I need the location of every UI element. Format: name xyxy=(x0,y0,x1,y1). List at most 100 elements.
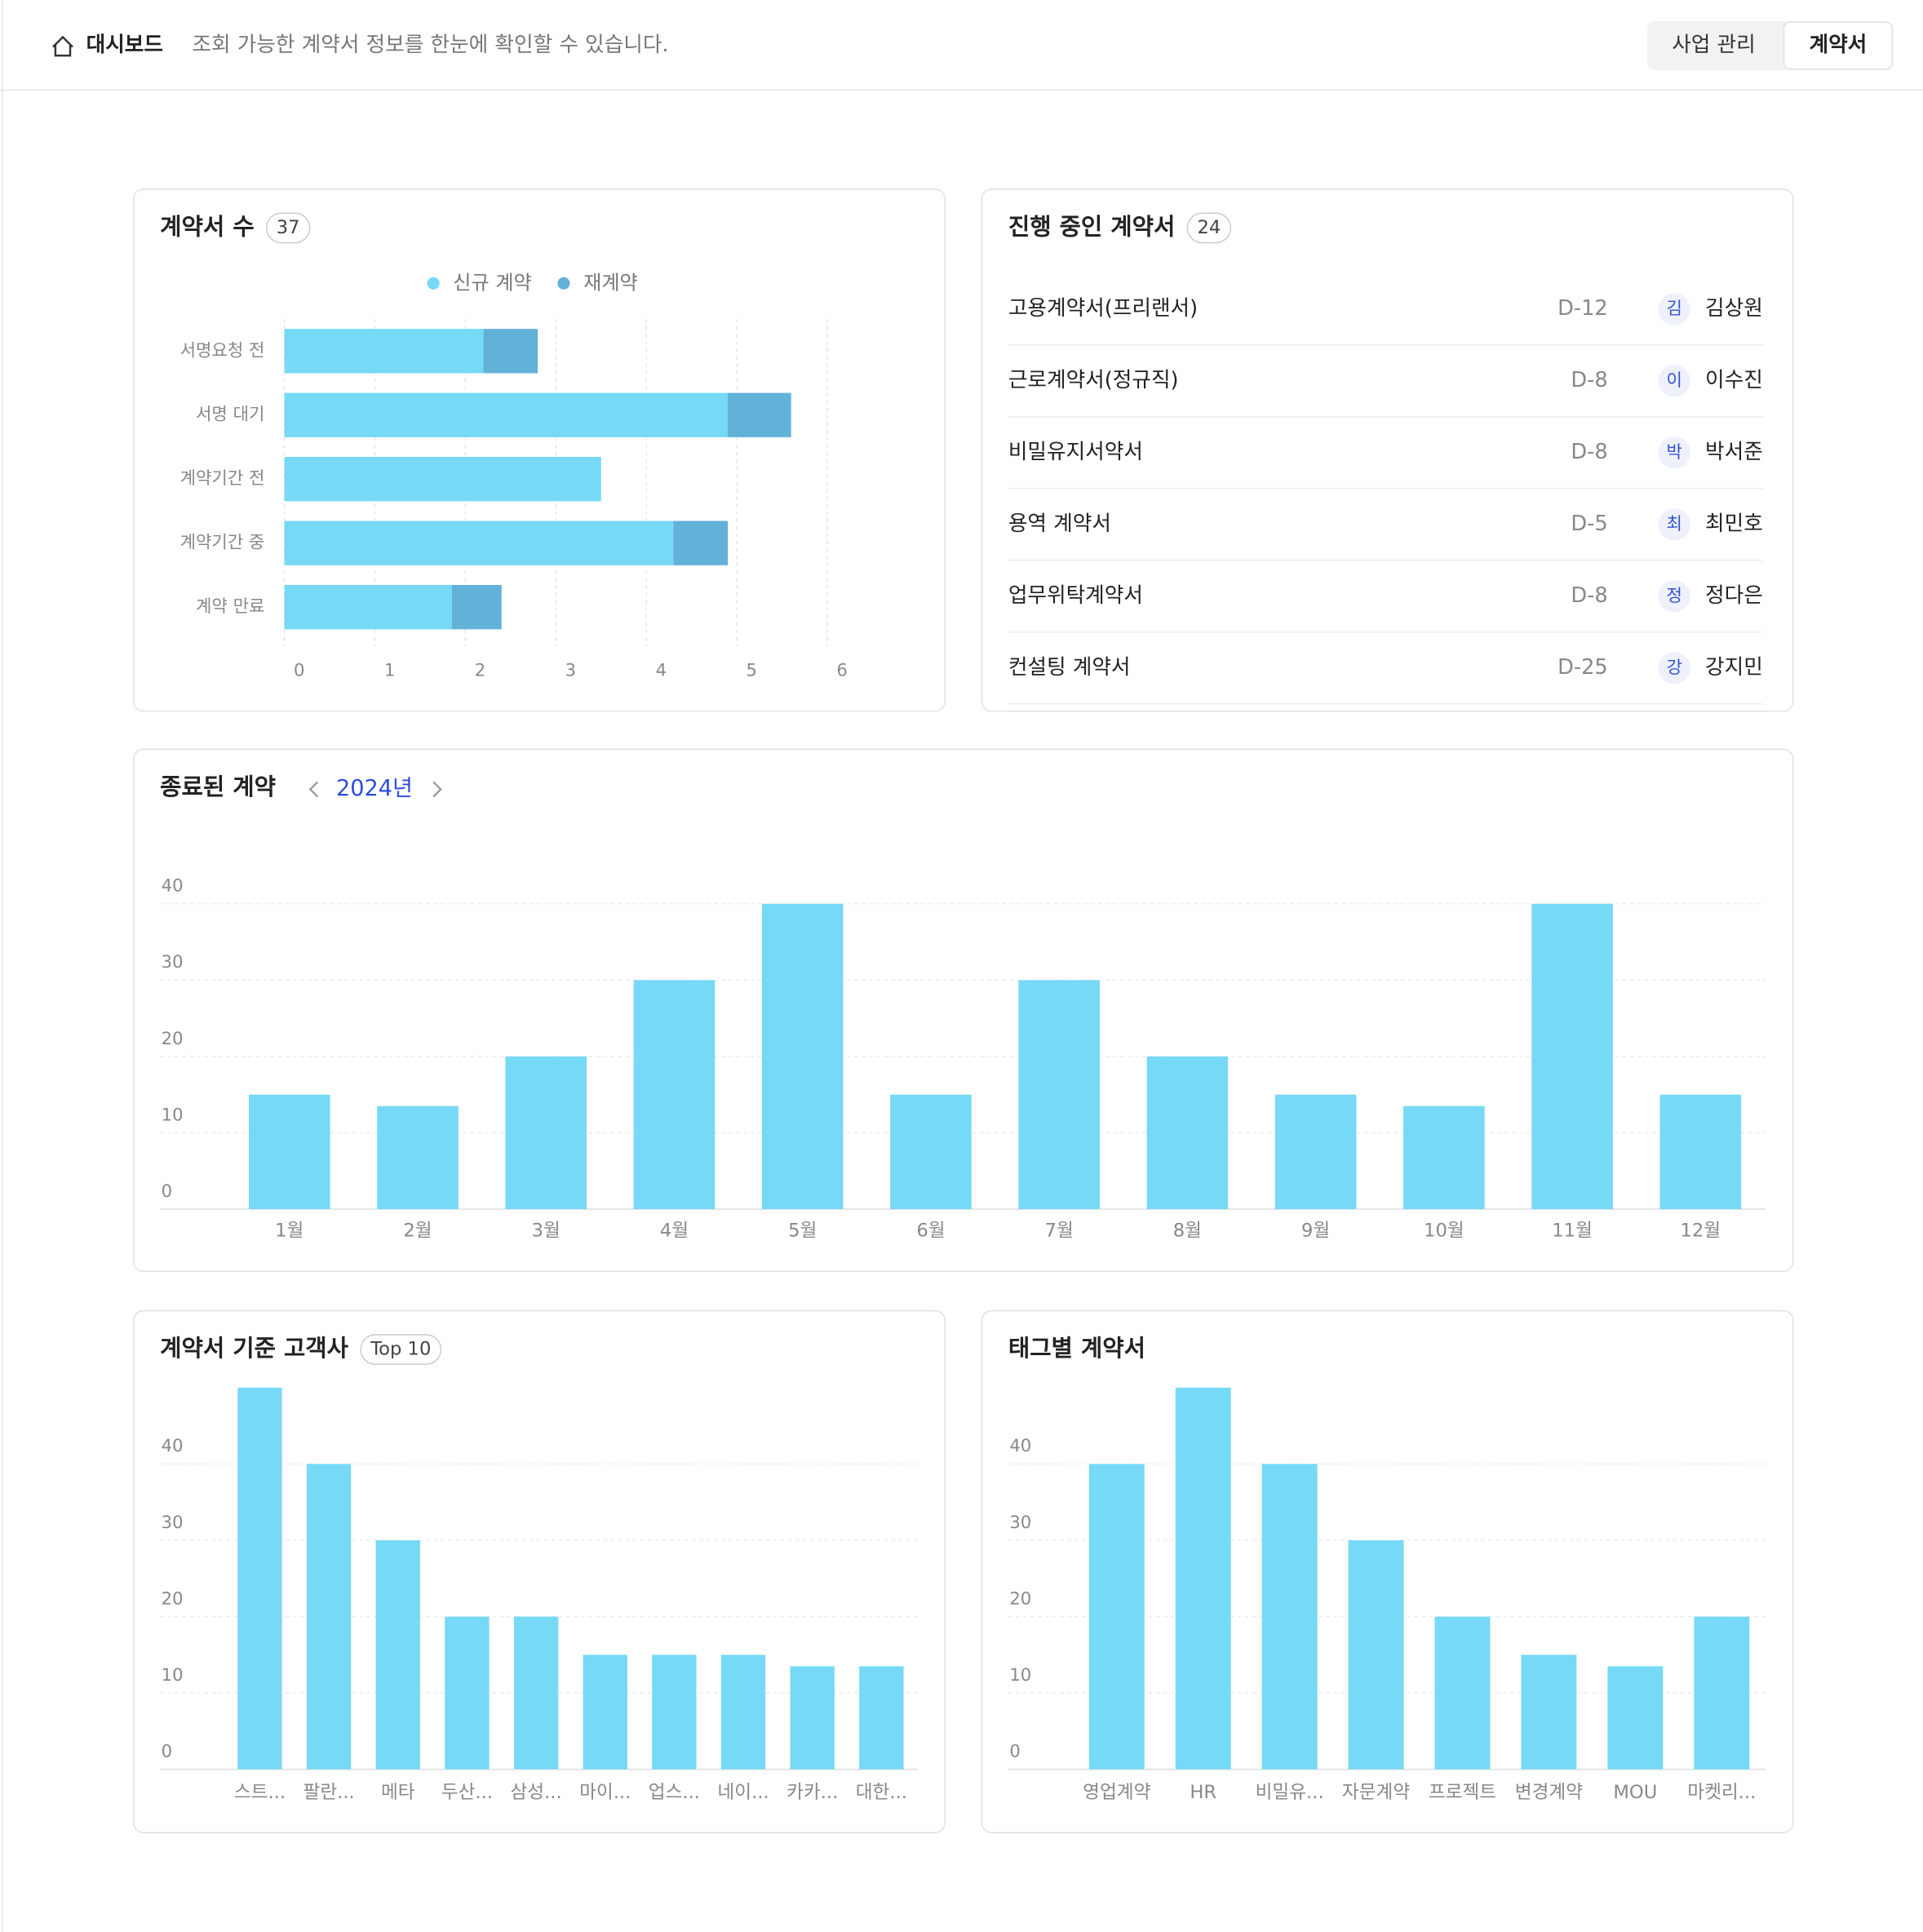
y-tick-label: 0 xyxy=(162,1181,172,1201)
person: 김상원 xyxy=(1705,296,1763,321)
tab[interactable]: 계약서 xyxy=(1809,33,1867,57)
x-tick-label: 카카... xyxy=(786,1782,838,1803)
card xyxy=(132,188,946,712)
contract-name[interactable]: 근로계약서(정규직) xyxy=(1008,368,1179,392)
due-date: D-25 xyxy=(1557,655,1608,680)
card-title: 종료된 계약 xyxy=(160,773,276,800)
legend-label[interactable]: 재계약 xyxy=(583,271,638,294)
contract-name[interactable]: 컨설팅 계약서 xyxy=(1008,655,1131,680)
x-tick-label: 9월 xyxy=(1301,1221,1330,1242)
bar[interactable] xyxy=(445,1616,490,1770)
tab[interactable]: 사업 관리 xyxy=(1672,33,1756,57)
x-tick-label: MOU xyxy=(1613,1782,1657,1803)
header-title[interactable]: 대시보드 xyxy=(86,33,163,57)
bar[interactable] xyxy=(1348,1540,1404,1770)
person: 강지민 xyxy=(1705,655,1763,680)
bar[interactable] xyxy=(790,1666,835,1770)
bar-segment xyxy=(284,329,484,374)
x-tick-label: 11월 xyxy=(1552,1221,1593,1242)
bar[interactable] xyxy=(1261,1464,1318,1770)
bar[interactable] xyxy=(513,1616,559,1770)
x-tick-label: 네이... xyxy=(717,1782,769,1803)
legend-label[interactable]: 신규 계약 xyxy=(453,271,531,294)
bar[interactable] xyxy=(237,1387,282,1770)
x-tick-label: 자문계약 xyxy=(1342,1782,1410,1803)
y-tick-label: 계약 만료 xyxy=(196,596,264,616)
bar[interactable] xyxy=(505,1056,587,1210)
bar[interactable] xyxy=(1434,1616,1491,1770)
x-tick-label: 메타 xyxy=(381,1782,415,1803)
card xyxy=(981,188,1794,712)
bar[interactable] xyxy=(1659,1094,1742,1210)
x-tick-label: 프로젝트 xyxy=(1429,1782,1496,1803)
bar-segment xyxy=(284,392,729,437)
bar[interactable] xyxy=(1694,1616,1750,1770)
bar[interactable] xyxy=(306,1464,352,1770)
bar[interactable] xyxy=(1531,903,1613,1210)
bar[interactable] xyxy=(652,1655,697,1770)
y-tick-label: 계약기간 중 xyxy=(180,532,265,552)
bar[interactable] xyxy=(1403,1106,1485,1210)
contract-name[interactable]: 용역 계약서 xyxy=(1008,512,1111,536)
avatar xyxy=(1658,293,1690,326)
bar[interactable] xyxy=(1175,1387,1231,1770)
y-tick-label: 20 xyxy=(162,1028,184,1048)
badge xyxy=(360,1334,442,1365)
y-tick-label: 0 xyxy=(162,1740,172,1761)
y-tick-label: 20 xyxy=(1009,1588,1031,1608)
contract-name[interactable]: 비밀유지서약서 xyxy=(1008,440,1143,464)
avatar-initial: 김 xyxy=(1666,298,1682,318)
bar[interactable] xyxy=(375,1540,420,1770)
card-title: 계약서 기준 고객사 xyxy=(160,1334,348,1362)
contract-name[interactable]: 업무위탁계약서 xyxy=(1008,583,1143,608)
x-tick-label: 7월 xyxy=(1045,1221,1074,1242)
x-tick-label: 삼성... xyxy=(510,1782,561,1803)
avatar xyxy=(1658,365,1690,397)
badge-text: Top 10 xyxy=(370,1339,431,1360)
bar[interactable] xyxy=(1521,1655,1577,1770)
x-tick-label: 5 xyxy=(747,660,757,680)
bar[interactable] xyxy=(1146,1056,1229,1210)
bar[interactable] xyxy=(761,903,844,1210)
tab-active-bg xyxy=(1783,21,1894,70)
bar[interactable] xyxy=(248,1094,330,1210)
legend-dot xyxy=(427,277,440,290)
x-tick-label: 비밀유... xyxy=(1256,1782,1324,1803)
bar[interactable] xyxy=(1018,980,1100,1210)
card-title: 진행 중인 계약서 xyxy=(1008,212,1176,240)
home-icon[interactable] xyxy=(52,35,73,57)
bar[interactable] xyxy=(377,1106,459,1210)
x-tick-label: 4 xyxy=(656,660,667,680)
bar[interactable] xyxy=(1088,1464,1145,1770)
prev-button[interactable] xyxy=(308,781,319,798)
bar[interactable] xyxy=(633,980,716,1210)
bar-segment xyxy=(284,584,452,630)
bar[interactable] xyxy=(583,1655,627,1770)
bar[interactable] xyxy=(890,1094,972,1210)
bar[interactable] xyxy=(720,1655,766,1770)
y-tick-label: 10 xyxy=(162,1664,184,1685)
contract-name[interactable]: 고용계약서(프리랜서) xyxy=(1008,296,1198,321)
bar-segment xyxy=(728,392,791,437)
bar[interactable] xyxy=(859,1666,904,1770)
x-tick-label: 4월 xyxy=(660,1221,689,1242)
y-tick-label: 계약기간 전 xyxy=(180,467,265,488)
avatar xyxy=(1658,508,1690,541)
x-tick-label: 업스... xyxy=(649,1782,700,1803)
x-tick-label: 영업계약 xyxy=(1083,1782,1150,1803)
avatar xyxy=(1658,580,1690,613)
next-button[interactable] xyxy=(432,781,442,798)
bar[interactable] xyxy=(1607,1666,1664,1770)
period[interactable]: 2024년 xyxy=(336,776,413,801)
y-tick-label: 서명요청 전 xyxy=(180,339,265,360)
x-tick-label: 2월 xyxy=(403,1221,432,1242)
x-tick-label: 6 xyxy=(836,660,847,680)
legend-dot xyxy=(557,277,570,290)
x-tick-label: 1 xyxy=(384,660,395,680)
due-date: D-12 xyxy=(1557,296,1608,321)
bar[interactable] xyxy=(1274,1094,1357,1210)
x-tick-label: 팔란... xyxy=(304,1782,355,1803)
y-tick-label: 30 xyxy=(162,1512,184,1532)
y-tick-label: 40 xyxy=(162,1435,184,1456)
